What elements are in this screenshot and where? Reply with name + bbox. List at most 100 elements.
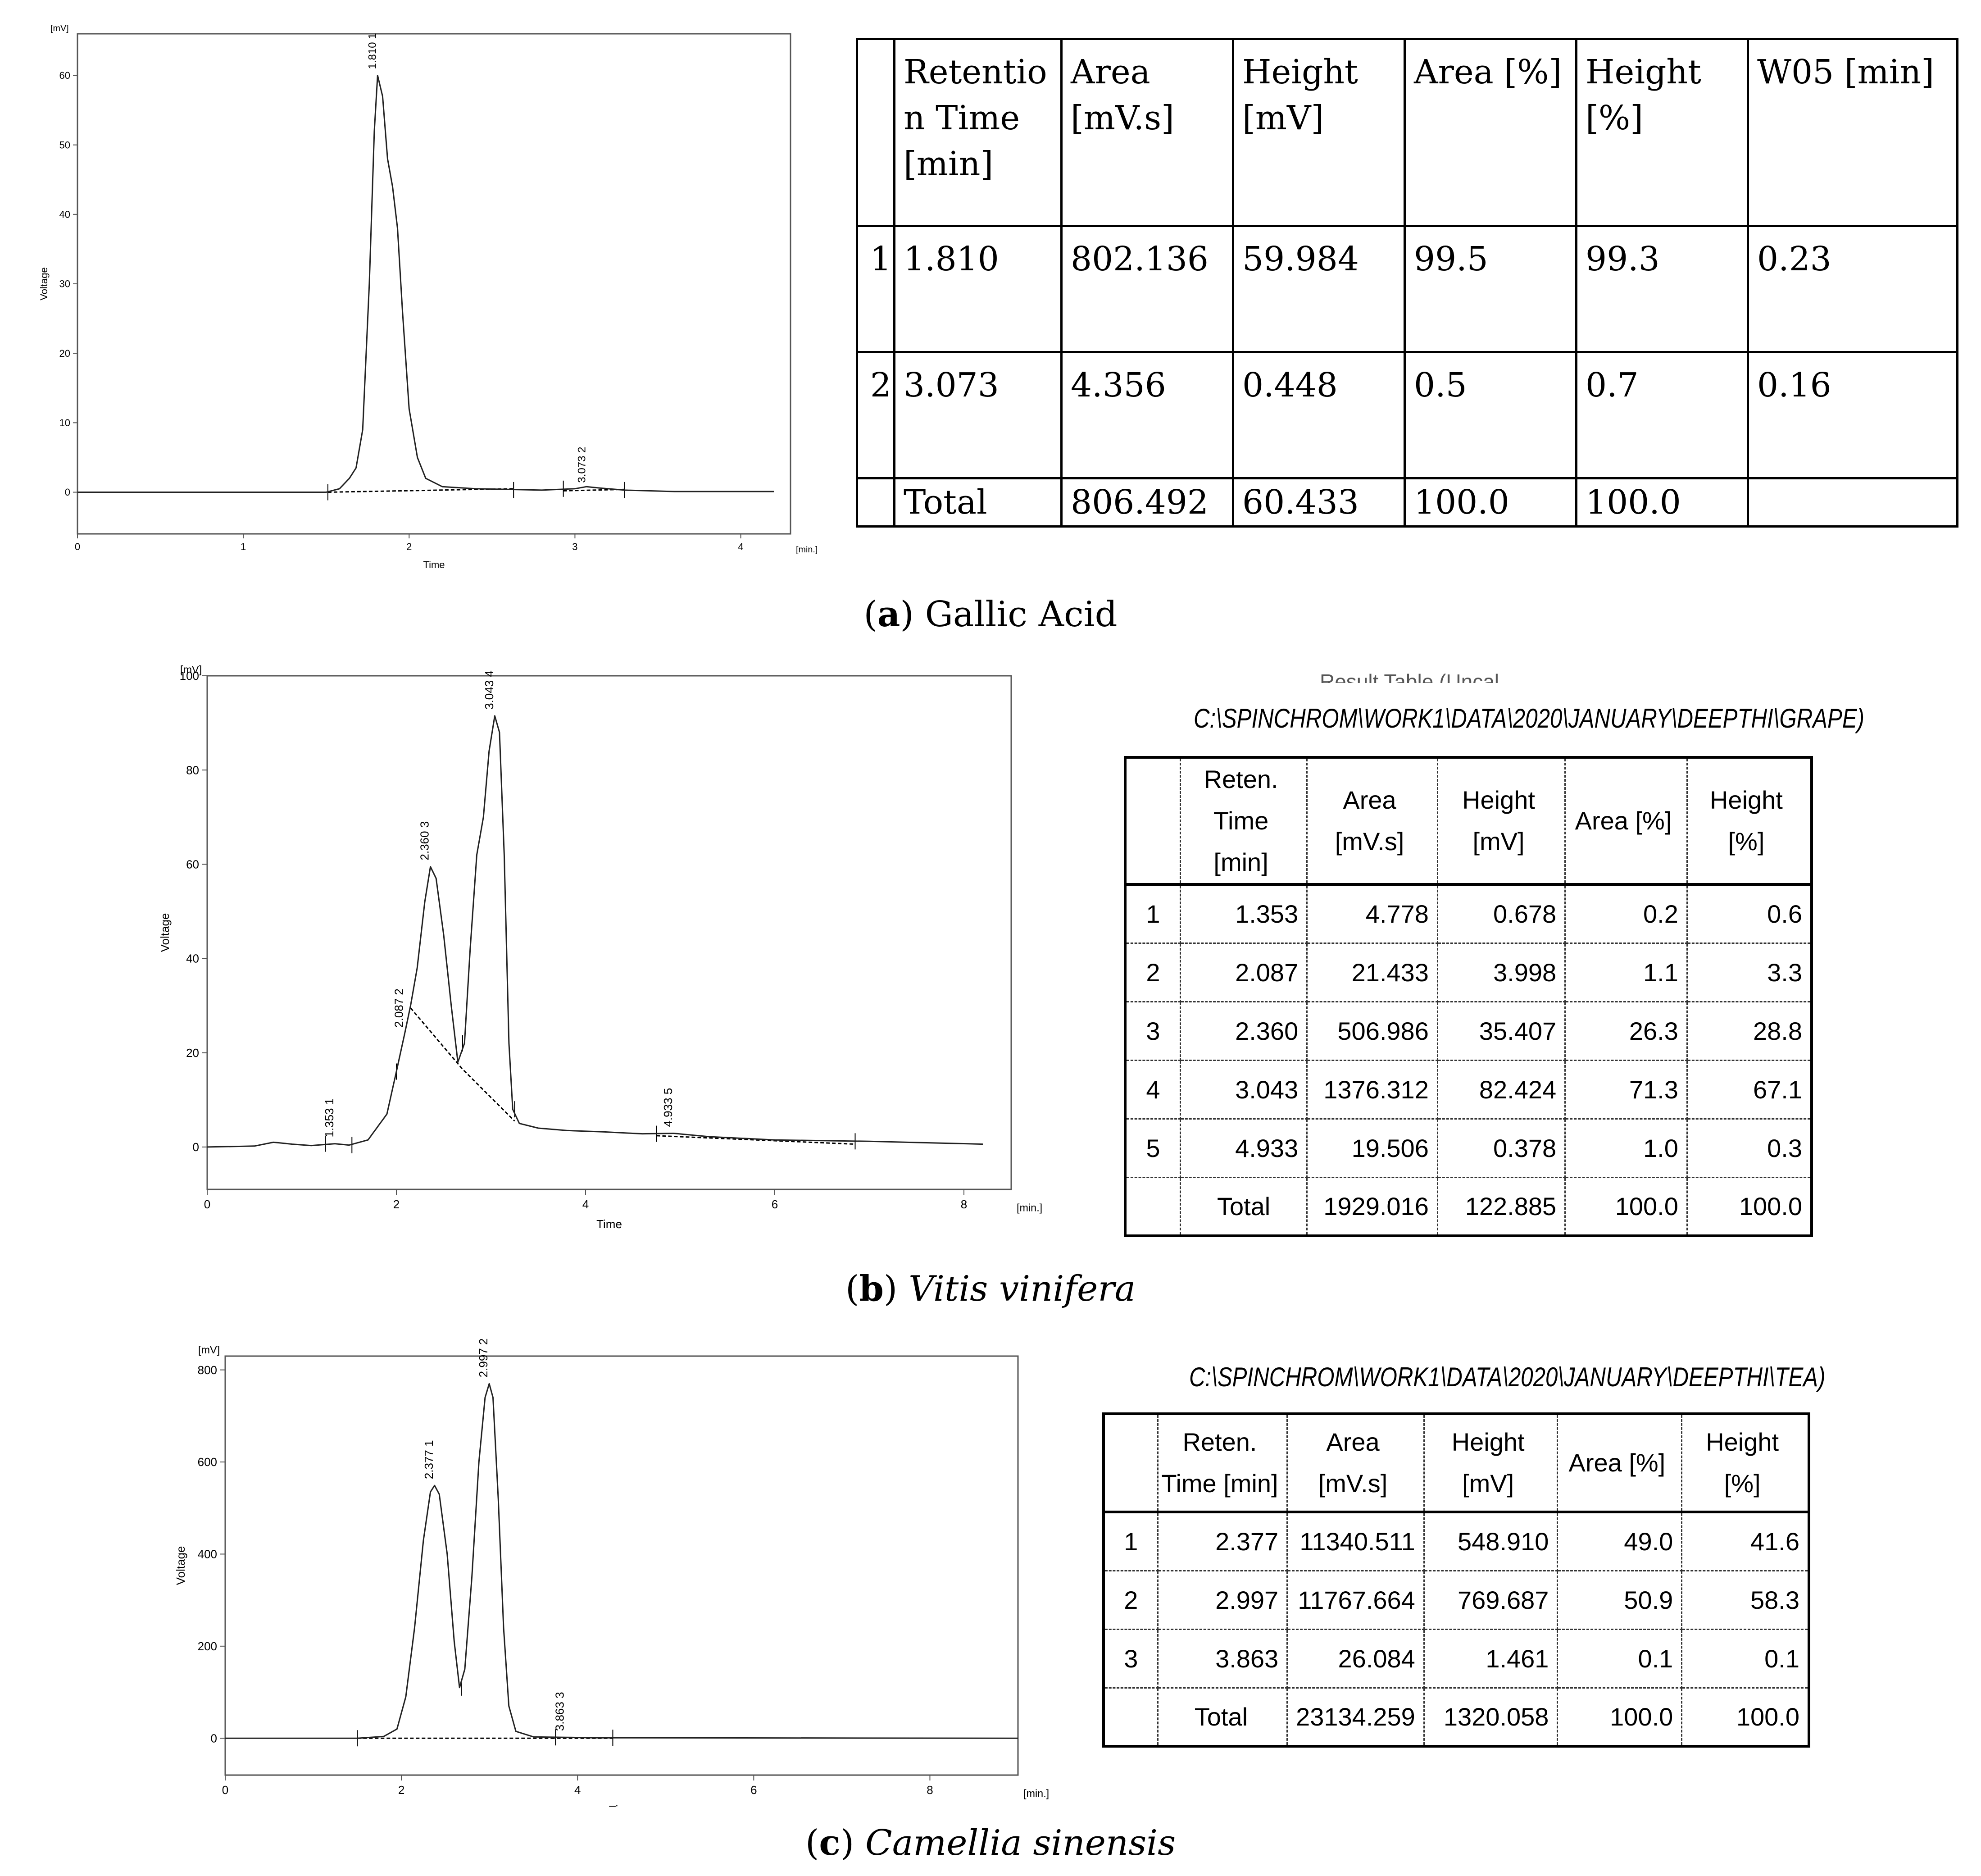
header-cell: Height [mV]	[1232, 38, 1406, 227]
table-cell: 60.433	[1232, 477, 1406, 528]
header-cell	[1103, 1413, 1159, 1513]
x-axis-title: Time	[609, 1803, 635, 1807]
x-unit-label: [min.]	[796, 545, 818, 555]
y-tick-label: 40	[59, 209, 70, 220]
table-cell: 1.810	[893, 225, 1063, 353]
x-tick-label: 4	[738, 541, 743, 552]
x-unit-label: [min.]	[1017, 1202, 1042, 1213]
header-cell	[856, 38, 895, 227]
results-table-a: Retentio n Time [min] Area [mV.s] Height…	[856, 38, 1958, 528]
chromatogram-c: 0 2 4 6 8 0 200 400 600 800 Time Voltage [min.] [mV] 2…	[174, 1339, 1049, 1807]
table-cell: 3.073	[893, 351, 1063, 479]
panel-letter: a	[877, 594, 900, 635]
table-cell: 0.1	[1557, 1628, 1683, 1689]
peak-label: 2.377 1	[422, 1440, 436, 1479]
table-cell: 5	[1124, 1118, 1181, 1178]
table-row: 5 4.933 19.506 0.378 1.0 0.3	[1124, 1118, 1813, 1178]
panel-name: Vitis vinifera	[909, 1269, 1136, 1309]
table-cell: 2.360	[1179, 1001, 1308, 1061]
x-tick-label: 6	[772, 1198, 778, 1211]
peak-label: 3.043 4	[482, 670, 496, 710]
y-axis-title: Voltage	[174, 1546, 187, 1585]
table-cell: 3.998	[1436, 942, 1566, 1002]
x-unit-label: [min.]	[1023, 1787, 1049, 1799]
y-tick-label: 80	[186, 763, 199, 777]
table-cell: 2	[1103, 1570, 1159, 1630]
table-cell: 1929.016	[1306, 1176, 1438, 1237]
results-table-c: Reten. Time [min] Area [mV.s] Height [mV…	[1102, 1412, 1810, 1748]
table-header-row: Retentio n Time [min] Area [mV.s] Height…	[856, 38, 1958, 227]
y-tick-label: 0	[193, 1140, 199, 1154]
y-tick-label: 600	[198, 1455, 217, 1469]
table-cell: 0.448	[1232, 351, 1406, 479]
table-cell: 3.043	[1179, 1059, 1308, 1120]
table-cell: 0.2	[1564, 883, 1688, 944]
table-total-row: Total 806.492 60.433 100.0 100.0	[856, 477, 1958, 528]
table-cell: 0.6	[1686, 883, 1813, 944]
table-cell: 4	[1124, 1059, 1181, 1120]
table-cell	[1103, 1687, 1159, 1747]
peak-label: 4.933 5	[661, 1088, 675, 1127]
header-cell: W05 [min]	[1747, 38, 1958, 227]
table-cell: 99.3	[1575, 225, 1749, 353]
table-cell: 41.6	[1681, 1511, 1810, 1571]
table-cell: 35.407	[1436, 1001, 1566, 1061]
x-tick-label: 3	[572, 541, 577, 552]
table-cell: 11767.664	[1286, 1570, 1425, 1630]
table-title-cut: Result Table (Uncal	[1320, 671, 1499, 683]
y-unit-label: [mV]	[50, 23, 69, 33]
header-cell: Area [mV.s]	[1306, 756, 1438, 886]
plot-frame	[206, 675, 1012, 1190]
table-cell: 58.3	[1681, 1570, 1810, 1630]
table-cell: 19.506	[1306, 1118, 1438, 1178]
header-cell: Height [mV]	[1436, 756, 1566, 886]
table-cell: 26.3	[1564, 1001, 1688, 1061]
x-tick-label: 4	[582, 1198, 589, 1211]
header-cell: Reten. Time [min]	[1179, 756, 1308, 886]
table-cell: 1	[1124, 883, 1181, 944]
peak-label: 2.087 2	[392, 988, 405, 1028]
y-unit-label: [mV]	[180, 664, 202, 675]
y-axis-title: Voltage	[38, 267, 50, 300]
table-cell: 0.678	[1436, 883, 1566, 944]
y-tick-label: 30	[59, 278, 70, 290]
table-cell: Total	[1179, 1176, 1308, 1237]
table-row: 1 1.353 4.778 0.678 0.2 0.6	[1124, 883, 1813, 944]
x-tick-label: 0	[204, 1198, 210, 1211]
table-row: 1 1.810 802.136 59.984 99.5 99.3 0.23	[856, 225, 1958, 353]
table-cell: 26.084	[1286, 1628, 1425, 1689]
table-cell: 0.23	[1747, 225, 1958, 353]
y-tick-label: 0	[211, 1731, 217, 1745]
x-tick-label: 0	[75, 541, 80, 552]
panel-letter: c	[819, 1822, 841, 1863]
panel-name: Gallic Acid	[925, 594, 1118, 635]
y-tick-label: 0	[65, 487, 70, 498]
peak-label: 2.360 3	[418, 821, 432, 861]
header-cell: Area [mV.s]	[1060, 38, 1234, 227]
results-table-b: Reten. Time [min] Area [mV.s] Height [mV…	[1124, 756, 1813, 1237]
y-tick-label: 40	[186, 952, 199, 965]
table-cell: 3	[1124, 1001, 1181, 1061]
table-cell	[1124, 1176, 1181, 1237]
integration-baseline	[656, 1135, 855, 1145]
table-cell: 1.353	[1179, 883, 1308, 944]
y-unit-label: [mV]	[198, 1344, 220, 1356]
header-cell: Area [%]	[1564, 756, 1688, 886]
header-cell: Retentio n Time [min]	[893, 38, 1063, 227]
y-tick-label: 10	[59, 417, 70, 428]
y-tick-label: 100	[180, 669, 199, 683]
table-cell: 23134.259	[1286, 1687, 1425, 1747]
x-tick-label: 8	[927, 1783, 933, 1797]
panel-caption-c: (c) Camellia sinensis	[805, 1822, 1176, 1863]
chromatogram-trace	[207, 715, 983, 1148]
table-cell	[1747, 477, 1958, 528]
y-tick-label: 200	[198, 1639, 217, 1653]
x-tick-label: 1	[241, 541, 246, 552]
chromatogram-b: 0 2 4 6 8020406080100TimeVoltage[min.][mV]1.…	[158, 664, 1042, 1231]
table-cell: 769.687	[1423, 1570, 1558, 1630]
table-cell: 59.984	[1232, 225, 1406, 353]
x-tick-label: 4	[574, 1783, 581, 1797]
header-cell: Area [%]	[1557, 1413, 1683, 1513]
table-cell: 1	[856, 225, 895, 353]
y-tick-label: 20	[186, 1046, 199, 1060]
